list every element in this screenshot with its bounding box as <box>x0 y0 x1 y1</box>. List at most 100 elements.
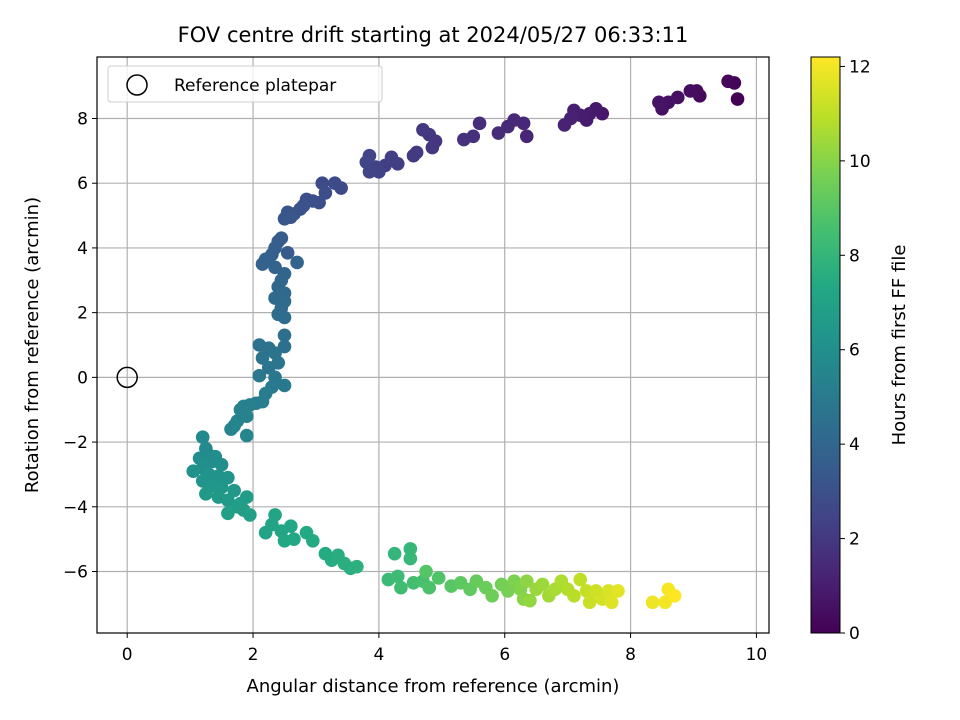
data-point <box>277 378 292 393</box>
y-tick-label: −2 <box>63 433 88 453</box>
data-point <box>306 533 320 548</box>
data-point <box>243 508 257 522</box>
legend-label: Reference platepar <box>174 76 336 96</box>
data-point <box>501 584 515 598</box>
data-point <box>277 310 292 325</box>
colorbar-label: Hours from first FF file <box>889 245 910 446</box>
data-point <box>406 148 421 163</box>
data-point <box>283 210 298 224</box>
data-point <box>224 422 238 436</box>
data-point <box>472 116 487 131</box>
data-point <box>601 584 616 598</box>
data-point <box>419 564 433 579</box>
data-point <box>214 457 229 472</box>
colorbar-tick-label: 4 <box>849 435 860 455</box>
y-tick-label: 8 <box>77 109 88 129</box>
x-tick-label: 0 <box>122 645 133 665</box>
colorbar-tick-label: 0 <box>849 624 860 644</box>
data-point <box>239 428 254 443</box>
data-point <box>582 595 597 610</box>
data-point <box>318 186 333 200</box>
data-point <box>422 580 437 595</box>
colorbar-tick-label: 12 <box>849 57 871 77</box>
colorbar-tick-label: 6 <box>849 341 860 361</box>
colorbar: 0 2 4 6 8 10 12 Hours from first FF file <box>810 56 910 644</box>
y-axis-ticks: −6 −4 −2 0 2 4 6 8 <box>63 109 97 583</box>
data-point <box>721 74 735 89</box>
data-point <box>350 559 364 574</box>
data-point <box>239 490 254 504</box>
scatter-points <box>186 74 745 610</box>
legend-marker-icon <box>126 74 148 96</box>
data-point <box>261 360 276 375</box>
colorbar-ticks: 0 2 4 6 8 10 12 <box>840 57 871 644</box>
data-point <box>221 470 235 485</box>
data-point <box>683 84 698 98</box>
data-point <box>604 595 619 610</box>
legend: Reference platepar <box>107 65 383 103</box>
x-axis-label: Angular distance from reference (arcmin) <box>247 676 620 697</box>
data-point <box>199 487 213 501</box>
data-point <box>387 546 402 561</box>
data-point <box>730 92 745 106</box>
data-point <box>573 572 588 587</box>
chart-title: FOV centre drift starting at 2024/05/27 … <box>178 23 689 47</box>
x-tick-label: 10 <box>746 645 768 665</box>
x-axis-ticks: 0 2 4 6 8 10 <box>122 633 767 665</box>
x-tick-label: 2 <box>248 645 259 665</box>
y-tick-label: 6 <box>77 174 88 194</box>
data-point <box>390 569 405 584</box>
data-point <box>268 508 282 522</box>
data-point <box>186 464 201 479</box>
data-point <box>579 584 594 598</box>
x-tick-label: 6 <box>499 645 510 665</box>
data-point <box>567 588 581 603</box>
data-point <box>394 580 408 595</box>
data-point <box>227 483 241 498</box>
data-point <box>283 519 298 534</box>
data-point <box>431 571 446 585</box>
data-point <box>290 255 304 270</box>
data-point <box>611 584 625 598</box>
data-point <box>280 245 295 260</box>
data-point <box>255 257 270 271</box>
data-point <box>519 129 534 144</box>
data-point <box>328 176 342 191</box>
data-point <box>652 95 666 110</box>
grid-lines <box>97 57 769 633</box>
data-point <box>457 132 471 147</box>
colorbar-tick-label: 2 <box>849 530 860 550</box>
data-point <box>425 140 440 155</box>
y-tick-label: 4 <box>77 239 88 259</box>
data-point <box>252 368 267 383</box>
data-point <box>403 551 418 566</box>
y-axis-label: Rotation from reference (arcmin) <box>22 197 43 493</box>
data-point <box>221 506 235 521</box>
data-point <box>519 574 534 589</box>
data-point <box>485 588 499 603</box>
plot-frame <box>96 56 770 634</box>
colorbar-gradient <box>810 56 841 634</box>
reference-platepar-marker <box>116 366 138 389</box>
y-tick-label: −6 <box>63 563 88 583</box>
data-point <box>362 148 377 163</box>
legend-box <box>107 65 383 103</box>
data-point <box>645 595 660 610</box>
colorbar-tick-label: 10 <box>849 152 871 172</box>
x-tick-label: 4 <box>373 645 384 665</box>
data-point <box>277 328 292 343</box>
data-point <box>255 351 270 365</box>
data-point <box>195 430 210 445</box>
y-tick-label: 2 <box>77 304 88 324</box>
data-point <box>403 542 418 556</box>
data-point <box>523 593 537 608</box>
data-point <box>287 532 301 546</box>
colorbar-tick-label: 8 <box>849 246 860 266</box>
x-tick-label: 8 <box>625 645 636 665</box>
data-point <box>667 588 682 603</box>
y-tick-label: −4 <box>63 498 88 518</box>
data-point <box>535 577 550 592</box>
data-point <box>491 126 506 140</box>
data-point <box>416 123 430 137</box>
